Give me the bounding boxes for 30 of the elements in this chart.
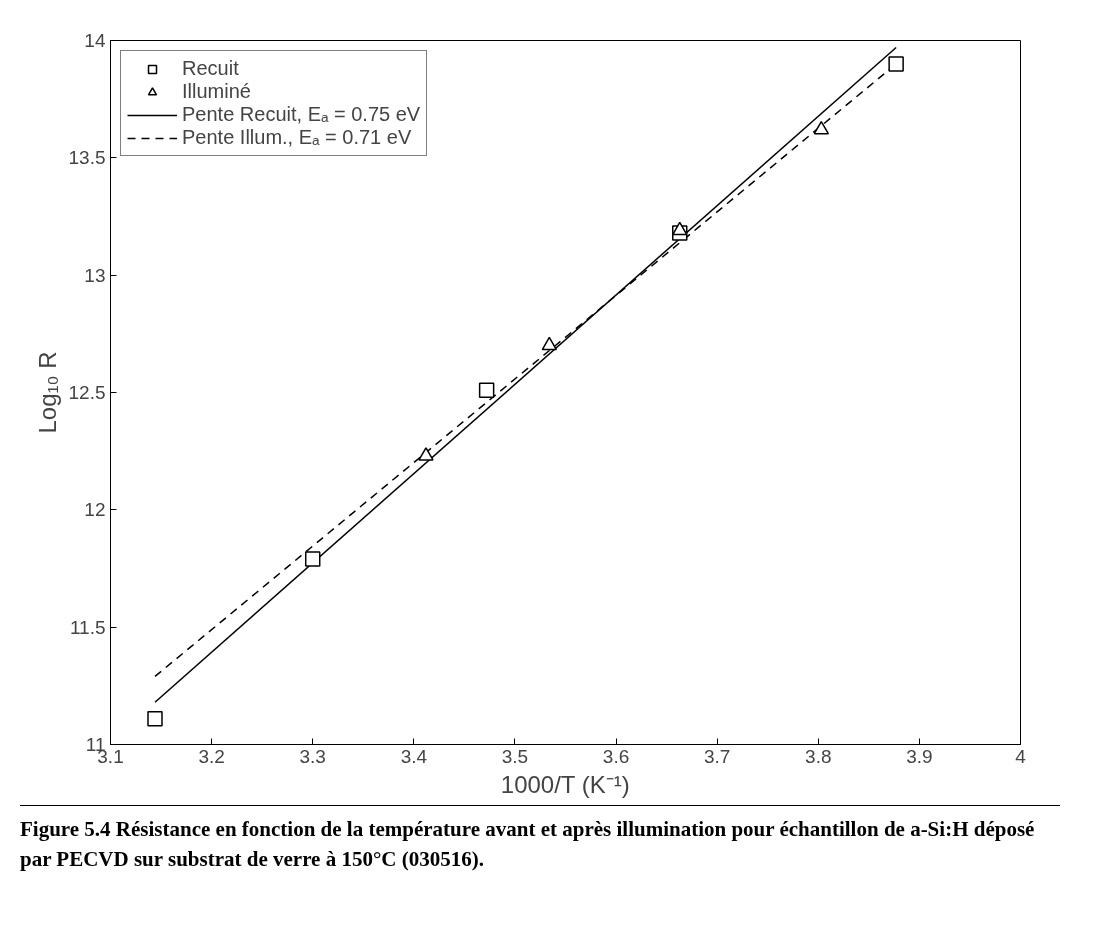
x-tick-label: 3.7 [703,745,731,767]
point [888,56,904,72]
y-tick-label: 12 [84,499,106,521]
x-tick-label: 3.3 [299,745,326,767]
point [304,551,321,567]
y-tick-label: 12.5 [68,382,106,403]
y-tick-label: 14 [84,30,106,51]
y-tick-label: 13 [84,264,106,286]
point [147,710,163,727]
point [541,336,558,351]
legend-label: Pente Illum., Eₐ = 0.71 eV [182,126,412,149]
caption: Figure 5.4 Résistance en fonction de la température avant et après illumination pour échantillon de a-Si:H déposé par PECVD sur substrat de verre à 150°C (030516). [20,816,1036,873]
y-tick-label: 11.5 [69,616,106,638]
y-axis-title: Log₁₀ R [33,351,61,434]
y-tick-label: 13.5 [68,147,106,169]
point [418,447,434,461]
x-tick-label: 3.6 [602,745,630,767]
point [672,221,688,236]
x-tick-label: 3.2 [198,745,225,767]
x-tick-label: 3.8 [805,745,832,767]
x-tick-label: 3.5 [501,745,529,767]
x-tick-label: 3.9 [906,745,933,767]
x-tick-label: 3.4 [400,745,428,767]
legend-label: Recuit [182,57,239,80]
legend-label: Pente Recuit, Eₐ = 0.75 eV [182,103,421,126]
x-axis-title: 1000/T (K⁻¹) [500,770,630,798]
point [813,120,830,135]
point [478,382,495,398]
legend-label: Illuminé [182,80,251,103]
x-tick-label: 4 [1015,745,1027,767]
